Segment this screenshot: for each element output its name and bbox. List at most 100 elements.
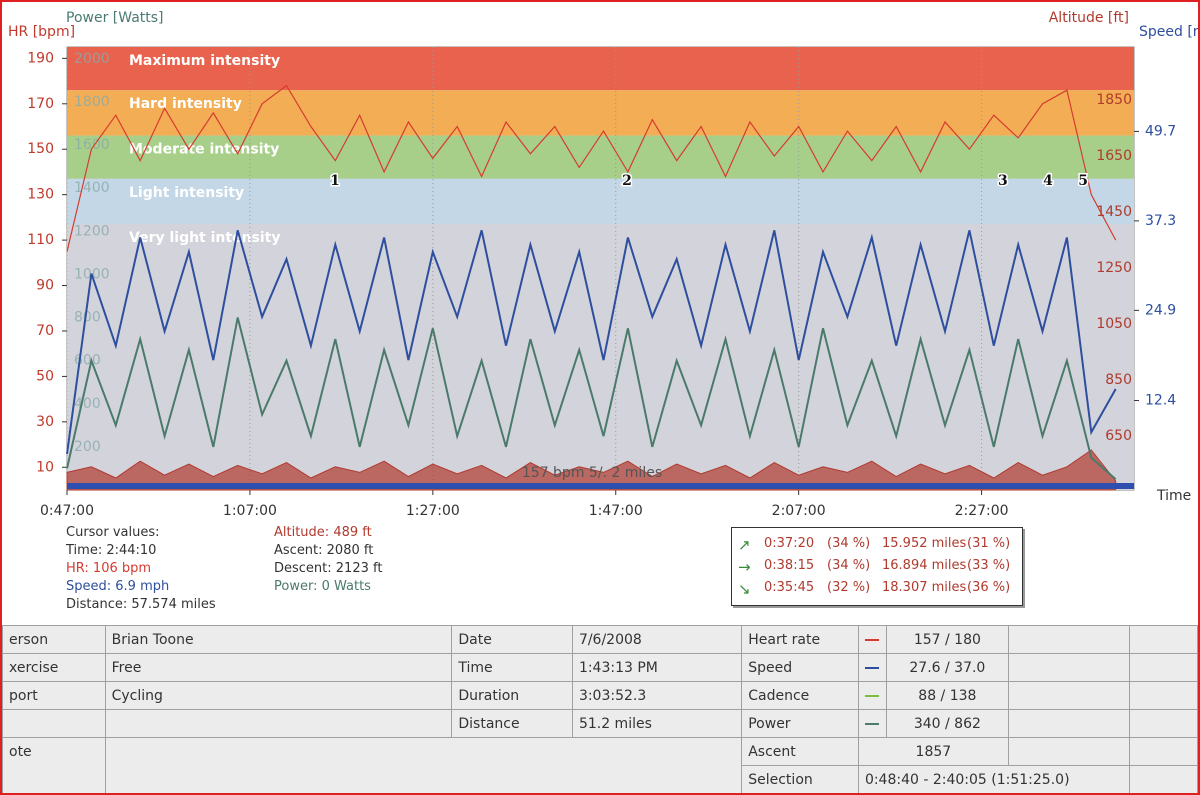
y-tick-label: 90 <box>36 278 54 294</box>
cursor-value: Time: 2:44:10 <box>66 543 157 558</box>
swatch-cell: #d63b2f <box>857 625 887 654</box>
footer-label: 157 bpm 5/. 2 miles <box>522 465 662 481</box>
table-cell: Brian Toone <box>104 625 453 654</box>
table-cell <box>1129 709 1198 738</box>
y-tick-label: 850 <box>1105 372 1132 388</box>
y-tick-label: 1400 <box>74 180 110 196</box>
summary-cell: (36 %) <box>967 580 1011 595</box>
table-cell: Cadence <box>741 681 859 710</box>
y-tick-label: 37.3 <box>1145 213 1176 229</box>
annotation: 3 <box>998 173 1008 189</box>
x-tick-label: 0:47:00 <box>40 503 94 517</box>
table-cell: 51.2 miles <box>571 709 743 738</box>
y-tick-label: 400 <box>74 396 101 412</box>
zone-label: Very light intensity <box>129 230 281 246</box>
y-tick-label: 50 <box>36 368 54 384</box>
table-cell: 1857 <box>857 737 1009 766</box>
table-cell: xercise <box>2 653 106 682</box>
zone-label: Maximum intensity <box>129 53 280 69</box>
y-tick-label: 150 <box>27 141 54 157</box>
table-cell <box>1007 737 1131 766</box>
y-tick-label: 1800 <box>74 94 110 110</box>
axis-title: Speed [m <box>1139 24 1198 40</box>
y-tick-label: 190 <box>27 50 54 66</box>
table-cell: 3:03:52.3 <box>571 681 743 710</box>
table-cell: Free <box>104 653 453 682</box>
axis-title: Power [Watts] <box>66 10 164 26</box>
cursor-title: Cursor values: <box>66 525 160 540</box>
table-cell <box>1129 625 1198 654</box>
table-cell <box>2 709 106 738</box>
table-row: ote Ascent 1857 <box>2 737 1198 793</box>
table-cell <box>1007 709 1131 738</box>
table-cell: 0:48:40 - 2:40:05 (1:51:25.0) <box>857 765 1131 793</box>
x-tick-label: 1:07:00 <box>223 503 277 517</box>
summary-cell: (33 %) <box>967 558 1011 573</box>
intensity-zone <box>67 90 1134 136</box>
annotation: 1 <box>330 173 340 189</box>
series-line <box>66 84 1117 252</box>
table-cell <box>104 737 743 793</box>
intensity-zone <box>67 47 1134 91</box>
series-line <box>66 317 1117 480</box>
y-tick-label: 1250 <box>1096 260 1132 276</box>
intensity-zone <box>67 224 1134 490</box>
y-tick-label: 70 <box>36 323 54 339</box>
table-cell: Date <box>451 625 573 654</box>
speed-baseline <box>67 483 1134 489</box>
summary-cell: → <box>738 558 751 576</box>
y-tick-label: 1450 <box>1096 204 1132 220</box>
axis-title: Altitude [ft] <box>1049 10 1129 26</box>
table-cell: 1:43:13 PM <box>571 653 743 682</box>
zone-label: Hard intensity <box>129 96 242 112</box>
summary-box: ↗ 0:37:20 (34 %) 15.952 miles (31 %) → 0:38:15… <box>731 527 1023 606</box>
summary-cell: (34 %) <box>827 536 871 551</box>
x-tick-label: 2:07:00 <box>772 503 826 517</box>
y-tick-label: 49.7 <box>1145 123 1176 139</box>
y-tick-label: 170 <box>27 96 54 112</box>
x-tick-label: 1:27:00 <box>406 503 460 517</box>
y-tick-label: 2000 <box>74 51 110 67</box>
summary-cell: 0:38:15 <box>764 558 815 573</box>
table-cell: erson <box>2 625 106 654</box>
y-tick-label: 800 <box>74 310 101 326</box>
y-tick-label: 130 <box>27 187 54 203</box>
table-cell: 340 / 862 <box>885 709 1009 738</box>
altitude-area <box>66 449 1117 491</box>
table-cell: 157 / 180 <box>885 625 1009 654</box>
swatch: #4a7a6a <box>864 722 879 725</box>
y-tick-label: 1850 <box>1096 92 1132 108</box>
table-cell <box>104 709 453 738</box>
table-cell: Heart rate <box>741 625 859 654</box>
table-cell <box>1007 681 1131 710</box>
table-cell: 88 / 138 <box>885 681 1009 710</box>
swatch-cell: #7ac142 <box>857 681 887 710</box>
intensity-zone <box>67 135 1134 179</box>
y-tick-label: 1200 <box>74 223 110 239</box>
swatch: #2d4f9e <box>864 666 879 669</box>
cursor-value: Ascent: 2080 ft <box>274 543 374 558</box>
cursor-value: Distance: 57.574 miles <box>66 597 216 612</box>
table-cell <box>1129 653 1198 682</box>
y-tick-label: 110 <box>27 232 54 248</box>
table-cell <box>1129 737 1198 766</box>
summary-cell: 0:35:45 <box>764 580 815 595</box>
x-tick-label: 1:47:00 <box>589 503 643 517</box>
annotation: 2 <box>622 173 632 189</box>
table-cell: Distance <box>451 709 573 738</box>
table-cell: port <box>2 681 106 710</box>
y-tick-label: 1050 <box>1096 316 1132 332</box>
cursor-value: Power: 0 Watts <box>274 579 371 594</box>
y-tick-label: 650 <box>1105 428 1132 444</box>
annotation: 5 <box>1078 173 1088 189</box>
y-tick-label: 200 <box>74 439 101 455</box>
table-cell: Power <box>741 709 859 738</box>
summary-cell: 0:37:20 <box>764 536 815 551</box>
y-tick-label: 24.9 <box>1145 302 1176 318</box>
y-tick-label: 12.4 <box>1145 393 1176 409</box>
table-cell: Selection <box>741 765 859 793</box>
y-tick-label: 30 <box>36 414 54 430</box>
